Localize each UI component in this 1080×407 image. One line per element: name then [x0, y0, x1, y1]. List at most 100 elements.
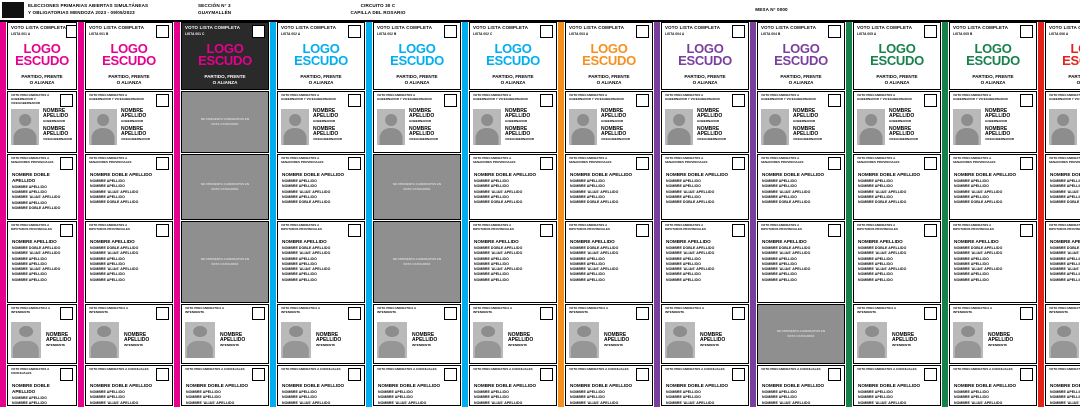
- concejales-cell[interactable]: VOTO PRECANDIDATOS A CONCEJALES NOMBRE DO…: [469, 365, 557, 406]
- senadores-vote-box[interactable]: [636, 157, 649, 170]
- concejales-vote-box[interactable]: [1020, 368, 1033, 381]
- intendente-vote-box[interactable]: [924, 307, 937, 320]
- concejales-cell[interactable]: VOTO PRECANDIDATOS A CONCEJALES NOMBRE DO…: [661, 365, 749, 406]
- intendente-vote-box[interactable]: [156, 307, 169, 320]
- lista-completa-vote-box[interactable]: [540, 25, 553, 38]
- diputados-vote-box[interactable]: [924, 224, 937, 237]
- concejales-cell[interactable]: VOTO PRECANDIDATOS A CONCEJALES NOMBRE DO…: [1045, 365, 1080, 406]
- intendente-vote-box[interactable]: [252, 307, 265, 320]
- intendente-vote-box[interactable]: [636, 307, 649, 320]
- diputados-vote-box[interactable]: [732, 224, 745, 237]
- senadores-vote-box[interactable]: [732, 157, 745, 170]
- party-header-cell[interactable]: VOTO LISTA COMPLETA LISTA 002 A LOGO ESCUDO…: [277, 22, 365, 90]
- lista-completa-vote-box[interactable]: [444, 25, 457, 38]
- diputados-vote-box[interactable]: [540, 224, 553, 237]
- senadores-vote-box[interactable]: [60, 157, 73, 170]
- senadores-vote-box[interactable]: [540, 157, 553, 170]
- intendente-vote-box[interactable]: [348, 307, 361, 320]
- concejales-vote-box[interactable]: [636, 368, 649, 381]
- concejales-cell[interactable]: VOTO PRECANDIDATOS A CONCEJALES NOMBRE DO…: [373, 365, 461, 406]
- concejales-vote-box[interactable]: [348, 368, 361, 381]
- party-header-cell[interactable]: VOTO LISTA COMPLETA LISTA 002 C LOGO ESCUDO…: [469, 22, 557, 90]
- concejales-cell[interactable]: VOTO PRECANDIDATOS A CONCEJALES NOMBRE DO…: [565, 365, 653, 406]
- party-header-cell[interactable]: VOTO LISTA COMPLETA LISTA 004 B LOGO ESCUDO…: [757, 22, 845, 90]
- concejales-vote-box[interactable]: [924, 368, 937, 381]
- gobernador-vote-box[interactable]: [924, 94, 937, 107]
- gobernador-vote-box[interactable]: [444, 94, 457, 107]
- concejales-cell[interactable]: VOTO PRECANDIDATOS A CONCEJALES NOMBRE DO…: [181, 365, 269, 406]
- senadores-vote-box[interactable]: [156, 157, 169, 170]
- lista-completa-vote-box[interactable]: [636, 25, 649, 38]
- lista-completa-vote-box[interactable]: [66, 25, 76, 38]
- gobernador-vote-box[interactable]: [540, 94, 553, 107]
- gobernador-vote-box[interactable]: [156, 94, 169, 107]
- gobernador-vote-box[interactable]: [348, 94, 361, 107]
- concejales-cell[interactable]: VOTO PRECANDIDATOS A CONCEJALES NOMBRE DO…: [853, 365, 941, 406]
- intendente-vote-box[interactable]: [540, 307, 553, 320]
- gobernador-vote-box[interactable]: [1020, 94, 1033, 107]
- concejales-cell[interactable]: VOTO PRECANDIDATOS A CONCEJALES NOMBRE DO…: [7, 365, 77, 406]
- senadores-vote-box[interactable]: [348, 157, 361, 170]
- lista-completa-vote-box[interactable]: [1020, 25, 1033, 38]
- party-header-cell[interactable]: VOTO LISTA COMPLETA LISTA 001 C LOGO ESCUDO…: [181, 22, 269, 90]
- party-header-cell[interactable]: VOTO LISTA COMPLETA LISTA 003 A LOGO ESCUDO…: [565, 22, 653, 90]
- concejales-vote-box[interactable]: [60, 368, 73, 381]
- lista-completa-vote-box[interactable]: [252, 25, 265, 38]
- intendente-vote-box[interactable]: [444, 307, 457, 320]
- intendente-vote-box[interactable]: [60, 307, 73, 320]
- intendente-vote-box[interactable]: [1020, 307, 1033, 320]
- diputados-vote-box[interactable]: [828, 224, 841, 237]
- senadores-vote-box[interactable]: [924, 157, 937, 170]
- party-header-cell[interactable]: VOTO LISTA COMPLETA LISTA 001 B LOGO ESCUDO…: [85, 22, 173, 90]
- gobernador-vote-box[interactable]: [828, 94, 841, 107]
- concejales-cell[interactable]: VOTO PRECANDIDATOS A CONCEJALES NOMBRE DO…: [949, 365, 1037, 406]
- senadores-vote-box[interactable]: [828, 157, 841, 170]
- concejales-vote-box[interactable]: [828, 368, 841, 381]
- lista-completa-vote-box[interactable]: [924, 25, 937, 38]
- party-header-cell[interactable]: VOTO LISTA COMPLETA LISTA 005 A LOGO ESCUDO…: [853, 22, 941, 90]
- concejales-cell[interactable]: VOTO PRECANDIDATOS A CONCEJALES NOMBRE DO…: [85, 365, 173, 406]
- party-header-cell[interactable]: VOTO LISTA COMPLETA LISTA 006 A LOGOESCUDO…: [1045, 22, 1080, 90]
- gobernador-vote-box[interactable]: [636, 94, 649, 107]
- lista-completa-vote-box[interactable]: [348, 25, 361, 38]
- diputados-vote-box[interactable]: [348, 224, 361, 237]
- party-header-cell[interactable]: VOTO LISTA COMPLETA LISTA 001 A LOGO ESCUDO…: [7, 22, 77, 90]
- diputados-vote-box[interactable]: [636, 224, 649, 237]
